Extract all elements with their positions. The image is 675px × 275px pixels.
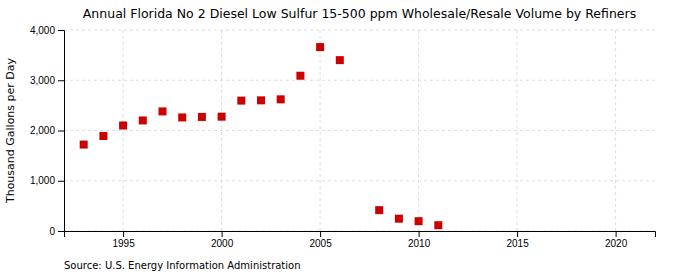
x-axis-tick-label: 2020 xyxy=(605,238,628,249)
point xyxy=(99,132,107,140)
point xyxy=(277,95,285,103)
y-axis-tick-label: 1,000 xyxy=(30,175,55,186)
x-axis-tick: 2005 xyxy=(309,231,332,249)
x-axis-tick-label: 2005 xyxy=(309,238,332,249)
title: Annual Florida No 2 Diesel Low Sulfur 15… xyxy=(83,6,636,21)
grid-line-y xyxy=(64,80,655,81)
point xyxy=(80,141,88,149)
plot: 1995 2000 2005 2010 2015 2020 0 1,000 2,000 3,000… xyxy=(30,25,656,249)
x-axis-tick: 2020 xyxy=(605,231,628,249)
point xyxy=(316,43,324,51)
y-axis: 0 1,000 2,000 3,000 4,000 xyxy=(30,25,65,237)
points xyxy=(80,43,443,229)
grid-line-y xyxy=(64,130,655,131)
y-axis-tick: 2,000 xyxy=(30,125,64,136)
point xyxy=(336,56,344,64)
y-axis-title: Thousand Gallons per Day xyxy=(4,57,17,204)
x-axis-line xyxy=(65,232,656,238)
point xyxy=(218,113,226,121)
y-axis-tick-label: 4,000 xyxy=(30,25,55,36)
x-axis-tick-mark xyxy=(320,231,321,237)
grid xyxy=(64,30,655,231)
y-axis-tick-mark xyxy=(58,231,64,232)
grid-line-x xyxy=(615,30,616,231)
y-axis-tick: 0 xyxy=(49,226,64,237)
x-axis-tick: 2000 xyxy=(211,231,234,249)
point xyxy=(237,97,245,105)
point xyxy=(375,206,383,214)
y-axis-tick-mark xyxy=(58,131,64,132)
point xyxy=(198,113,206,121)
y-axis-tick-label: 2,000 xyxy=(30,125,55,136)
x-axis-tick-label: 2000 xyxy=(211,238,234,249)
y-axis-line xyxy=(58,31,65,232)
grid-line-x xyxy=(123,30,124,231)
point xyxy=(159,107,167,115)
x-axis-tick-mark xyxy=(419,231,420,237)
point xyxy=(178,113,186,121)
y-axis-tick: 3,000 xyxy=(30,75,64,86)
y-axis-tick: 1,000 xyxy=(30,175,64,186)
point xyxy=(139,116,147,124)
y-axis-tick-label: 3,000 xyxy=(30,75,55,86)
x-axis-tick-label: 2015 xyxy=(506,238,529,249)
point xyxy=(257,96,265,104)
point xyxy=(434,221,442,229)
y-axis-tick-mark xyxy=(58,30,64,31)
x-axis-tick-mark xyxy=(222,231,223,237)
x-axis: 1995 2000 2005 2010 2015 2020 xyxy=(65,231,656,249)
x-axis-tick: 2015 xyxy=(506,231,529,249)
x-axis-tick-label: 1995 xyxy=(112,238,135,249)
annotation: Source: U.S. Energy Information Administ… xyxy=(64,260,301,271)
y-axis-tick-mark xyxy=(58,80,64,81)
y-axis-tick-label: 0 xyxy=(49,226,55,237)
grid-line-y xyxy=(64,30,655,31)
y-axis-tick: 4,000 xyxy=(30,25,64,36)
point xyxy=(395,215,403,223)
x-axis-tick: 2010 xyxy=(408,231,431,249)
x-axis-tick: 1995 xyxy=(112,231,135,249)
point xyxy=(415,217,423,225)
grid-line-x xyxy=(320,30,321,231)
point xyxy=(119,121,127,129)
x-axis-tick-mark xyxy=(123,231,124,237)
grid-line-y xyxy=(64,180,655,181)
x-axis-tick-label: 2010 xyxy=(408,238,431,249)
chart: 1995 2000 2005 2010 2015 2020 0 1,000 2,000 3,000… xyxy=(0,0,675,275)
x-axis-tick-mark xyxy=(517,231,518,237)
point xyxy=(296,72,304,80)
y-axis-tick-mark xyxy=(58,181,64,182)
x-axis-tick-mark xyxy=(616,231,617,237)
